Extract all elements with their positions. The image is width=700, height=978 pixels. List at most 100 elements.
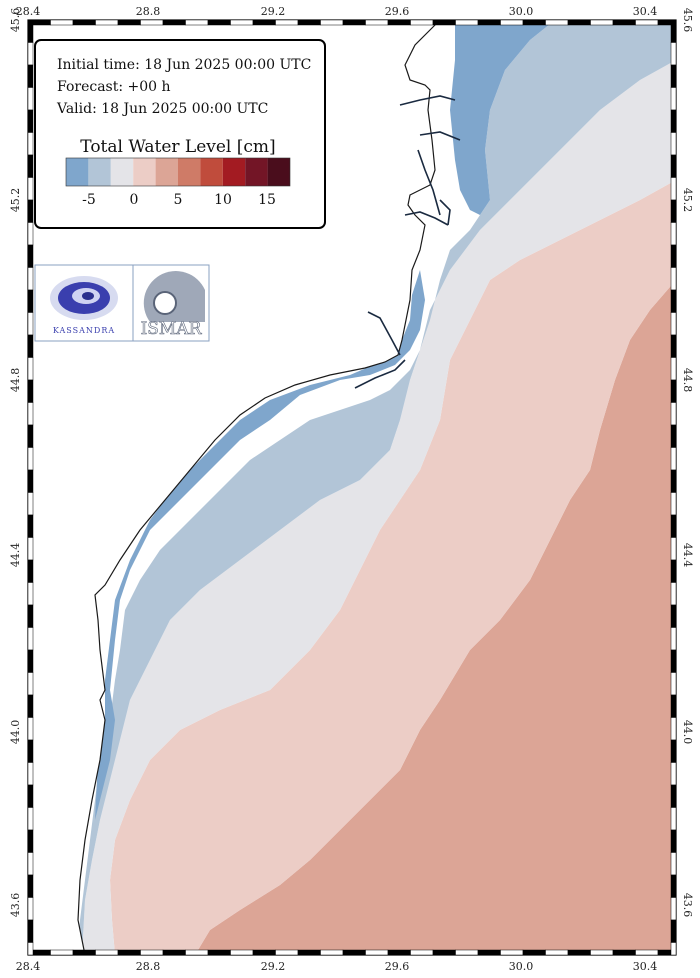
frame-tick	[670, 64, 677, 88]
frame-tick	[27, 154, 34, 178]
frame-tick	[27, 357, 34, 381]
frame-tick	[670, 694, 677, 718]
colorbar-swatch	[133, 158, 156, 186]
lon-label: 29.6	[385, 5, 410, 18]
lon-label: 28.4	[16, 5, 41, 18]
frame-tick	[185, 19, 209, 26]
lon-label: 30.4	[633, 960, 658, 973]
lat-labels-left: 45.6 45.2 44.8 44.4 44.0 43.6	[9, 8, 22, 918]
frame-tick	[410, 949, 434, 956]
land-mass	[28, 20, 440, 955]
lon-label: 29.2	[261, 5, 286, 18]
frame-tick	[297, 19, 321, 26]
colorbar-swatch	[267, 158, 290, 186]
frame-tick	[275, 949, 299, 956]
frame-tick	[162, 19, 186, 26]
frame-tick	[670, 19, 677, 43]
lat-label: 44.8	[9, 368, 22, 393]
frame-tick	[612, 19, 636, 26]
frame-tick	[670, 109, 677, 133]
lon-label: 30.0	[509, 5, 534, 18]
frame-tick	[27, 132, 34, 156]
frame-tick	[670, 199, 677, 223]
kassandra-logo: KASSANDRA	[34, 264, 134, 342]
frame-tick	[140, 949, 164, 956]
frame-tick	[590, 949, 614, 956]
colorbar-tick-label: 0	[130, 192, 139, 208]
frame-tick	[612, 949, 636, 956]
frame-tick	[670, 604, 677, 628]
river-channel	[354, 95, 461, 389]
colorbar-outline	[65, 157, 291, 187]
valid-time-text: Valid: 18 Jun 2025 00:00 UTC	[56, 101, 268, 117]
frame-tick	[207, 19, 231, 26]
frame-tick	[27, 829, 34, 853]
frame-tick	[27, 447, 34, 471]
lon-label: 28.8	[136, 5, 161, 18]
frame-tick	[297, 949, 321, 956]
lon-label: 30.0	[509, 960, 534, 973]
frame-tick	[670, 267, 677, 291]
frame-tick	[27, 222, 34, 246]
colorbar-swatch	[155, 158, 178, 186]
frame-tick	[410, 19, 434, 26]
frame-tick	[670, 537, 677, 561]
frame-tick	[522, 19, 546, 26]
sea-band-level-5	[195, 280, 676, 955]
frame-tick	[27, 649, 34, 673]
colorbar-tick-label: 10	[214, 192, 232, 208]
frame-tick	[27, 424, 34, 448]
frame-tick	[27, 784, 34, 808]
lat-label: 45.6	[681, 8, 694, 33]
frame-tick	[27, 897, 34, 921]
lon-label: 28.4	[16, 960, 41, 973]
frame-tick	[455, 19, 479, 26]
colorbar-swatch	[222, 158, 246, 186]
frame-tick	[252, 949, 276, 956]
frame-tick	[27, 514, 34, 538]
frame-tick	[670, 807, 677, 831]
frame-tick	[670, 154, 677, 178]
frame-tick	[670, 784, 677, 808]
frame-tick	[670, 717, 677, 741]
frame-tick	[387, 19, 411, 26]
frame-tick	[670, 132, 677, 156]
kassandra-logo-text: KASSANDRA	[53, 326, 115, 335]
frame-tick	[670, 357, 677, 381]
frame-tick	[365, 19, 389, 26]
colorbar-swatch	[88, 158, 111, 186]
frame-tick	[670, 492, 677, 516]
frame-tick	[27, 312, 34, 336]
frame-tick	[670, 222, 677, 246]
frame-tick	[320, 949, 344, 956]
lat-label: 44.4	[9, 543, 22, 568]
frame-tick	[27, 87, 34, 111]
frame-tick	[545, 949, 569, 956]
frame-tick	[320, 19, 344, 26]
sea-band-level-0	[82, 60, 676, 955]
frame-tick	[590, 19, 614, 26]
colorbar-swatch	[110, 158, 134, 186]
frame-tick	[670, 649, 677, 673]
frame-tick	[230, 19, 254, 26]
frame-tick	[567, 19, 591, 26]
frame-tick	[670, 762, 677, 786]
frame-tick	[670, 627, 677, 651]
initial-time-text: Initial time: 18 Jun 2025 00:00 UTC	[57, 57, 311, 73]
frame-tick	[670, 942, 677, 956]
frame-tick	[670, 672, 677, 696]
frame-tick	[670, 177, 677, 201]
frame-tick	[522, 949, 546, 956]
frame-tick	[27, 942, 34, 956]
lat-label: 44.8	[681, 368, 694, 393]
frame-tick	[27, 537, 34, 561]
lat-label: 45.6	[9, 8, 22, 33]
frame-tick	[27, 199, 34, 223]
frame-tick	[95, 19, 119, 26]
frame-tick	[365, 949, 389, 956]
frame-tick	[567, 949, 591, 956]
lat-label: 43.6	[681, 893, 694, 918]
frame-tick	[432, 19, 456, 26]
frame-tick	[670, 244, 677, 268]
frame-tick	[670, 469, 677, 493]
